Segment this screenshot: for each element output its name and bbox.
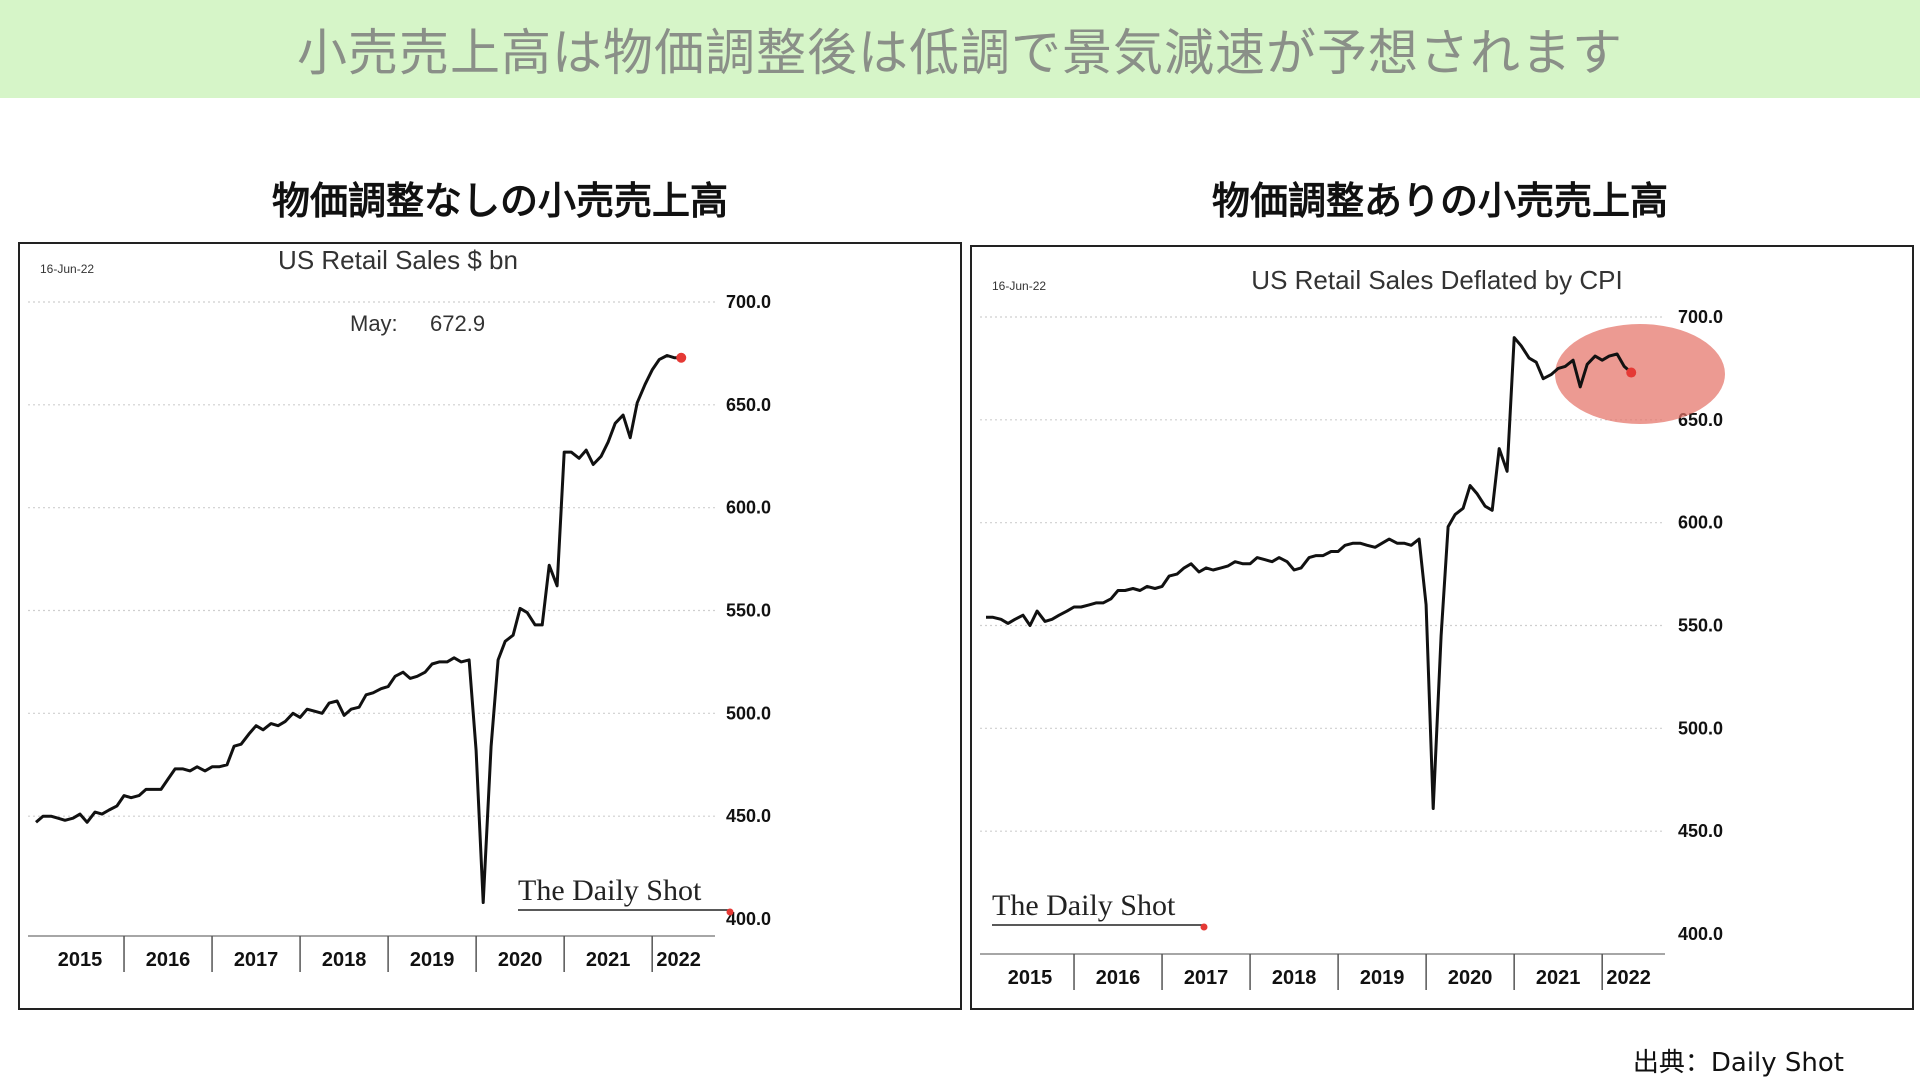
watermark-dot [726, 908, 734, 916]
x-tick-label: 2019 [1360, 967, 1405, 989]
watermark-logo: The Daily Shot [518, 874, 702, 907]
y-tick-label: 450.0 [726, 806, 771, 826]
chart-date-label: 16-Jun-22 [992, 279, 1046, 293]
left-panel-title: 物価調整なしの小売売上高 [271, 179, 728, 223]
y-tick-label: 650.0 [1678, 410, 1723, 430]
chart-title: US Retail Sales $ bn [278, 245, 518, 275]
x-tick-label: 2015 [58, 949, 103, 971]
y-tick-label: 700.0 [1678, 307, 1723, 327]
y-tick-label: 400.0 [1678, 924, 1723, 944]
x-tick-label: 2022 [1606, 967, 1651, 989]
y-tick-label: 400.0 [726, 909, 771, 929]
right-chart-svg: 16-Jun-22 US Retail Sales Deflated by CPI… [980, 265, 1725, 990]
left-chart-svg: 16-Jun-22 US Retail Sales $ bn 700.0 650.0 6… [28, 245, 771, 972]
last-value-point [676, 352, 687, 363]
annotation-label: May: [350, 311, 398, 336]
x-tick-label: 2021 [586, 949, 631, 971]
y-tick-label: 650.0 [726, 395, 771, 415]
right-panel-title: 物価調整ありの小売売上高 [1211, 179, 1668, 223]
y-tick-label: 550.0 [1678, 616, 1723, 636]
chart-date-label: 16-Jun-22 [40, 262, 94, 276]
series-line [35, 354, 682, 904]
y-tick-label: 450.0 [1678, 821, 1723, 841]
y-tick-label: 600.0 [726, 498, 771, 518]
last-value-point [1626, 367, 1637, 378]
highlight-ellipse [1555, 324, 1725, 424]
x-tick-label: 2020 [1448, 967, 1493, 989]
x-tick-label: 2017 [234, 949, 279, 971]
chart-title: US Retail Sales Deflated by CPI [1251, 265, 1622, 295]
x-tick-label: 2019 [410, 949, 455, 971]
annotation-value: 672.9 [430, 311, 485, 336]
x-tick-label: 2015 [1008, 967, 1053, 989]
y-tick-label: 500.0 [1678, 718, 1723, 738]
x-tick-label: 2021 [1536, 967, 1581, 989]
y-tick-label: 550.0 [726, 601, 771, 621]
banner: 小売売上高は物価調整後は低調で景気減速が予想されます [0, 0, 1920, 98]
x-tick-label: 2017 [1184, 967, 1229, 989]
watermark-logo: The Daily Shot [992, 889, 1176, 922]
series-line [986, 336, 1633, 810]
right-chart: 16-Jun-22 US Retail Sales Deflated by CPI… [970, 245, 1914, 1010]
y-tick-label: 500.0 [726, 703, 771, 723]
source-credit: 出典：Daily Shot [1632, 1048, 1844, 1078]
x-tick-label: 2016 [1096, 967, 1141, 989]
y-tick-label: 700.0 [726, 292, 771, 312]
x-tick-label: 2018 [1272, 967, 1317, 989]
left-chart: 16-Jun-22 US Retail Sales $ bn 700.0 650.0 6… [18, 242, 962, 1010]
watermark-dot [1200, 923, 1208, 931]
x-tick-label: 2022 [656, 949, 701, 971]
y-tick-label: 600.0 [1678, 513, 1723, 533]
x-tick-label: 2020 [498, 949, 543, 971]
page-title: 小売売上高は物価調整後は低調で景気減速が予想されます [297, 24, 1623, 82]
x-tick-label: 2018 [322, 949, 367, 971]
x-tick-label: 2016 [146, 949, 191, 971]
